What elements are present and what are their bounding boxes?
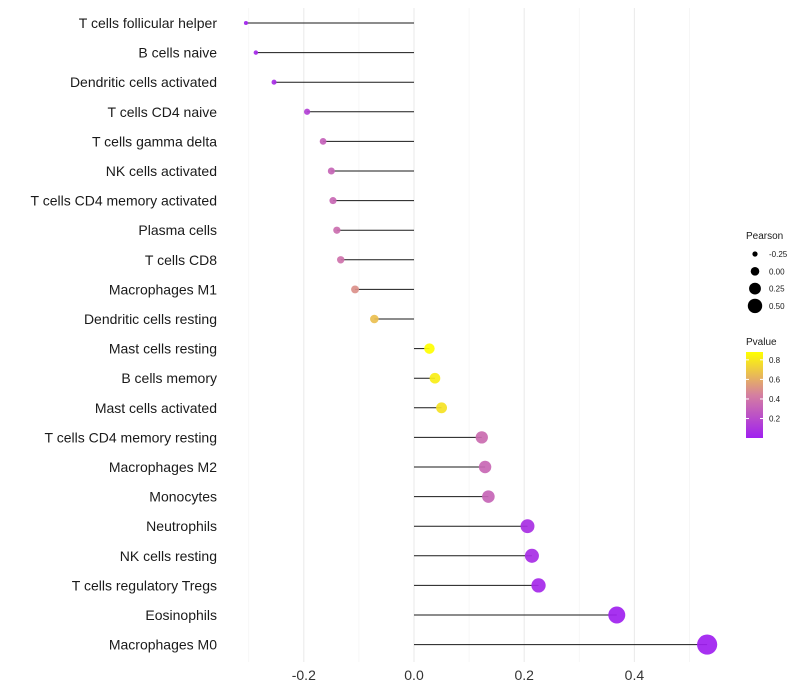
lollipop-point [524, 548, 539, 563]
size-legend-label: 0.50 [769, 302, 785, 311]
category-label: Eosinophils [145, 607, 217, 623]
category-label: Dendritic cells activated [70, 74, 217, 90]
x-tick-label: 0.2 [514, 667, 534, 683]
stem-layer [245, 22, 708, 646]
category-label: NK cells activated [106, 163, 217, 179]
lollipop-point [370, 314, 379, 324]
lollipop-point [482, 490, 495, 503]
x-tick-label: -0.2 [292, 667, 316, 683]
lollipop-point [429, 372, 441, 384]
lollipop-point [333, 226, 341, 234]
color-legend: Pvalue 0.8 0.6 0.4 0.2 [746, 337, 781, 438]
lollipop-point [329, 197, 337, 205]
lollipop-point [303, 108, 311, 115]
lollipop-point [520, 519, 535, 534]
category-label: Neutrophils [146, 518, 217, 534]
size-legend: Pearson -0.25 0.00 0.25 0.50 [746, 231, 788, 314]
category-label: T cells gamma delta [92, 133, 217, 149]
category-label: Macrophages M2 [109, 459, 217, 475]
category-label: Dendritic cells resting [84, 311, 217, 327]
color-legend-label: 0.4 [769, 395, 781, 404]
lollipop-point [253, 50, 259, 55]
point-layer [243, 20, 718, 655]
size-legend-key [752, 251, 758, 257]
size-legend-label: -0.25 [769, 250, 788, 259]
color-legend-label: 0.8 [769, 356, 781, 365]
size-legend-key [747, 298, 763, 314]
category-label: T cells CD4 memory activated [31, 193, 217, 209]
size-legend-key [749, 282, 761, 295]
lollipop-point [478, 460, 492, 474]
category-label: T cells follicular helper [79, 15, 218, 31]
lollipop-point [351, 285, 359, 294]
lollipop-point [337, 256, 345, 264]
color-legend-label: 0.6 [769, 375, 781, 384]
lollipop-point [243, 20, 248, 26]
lollipop-point [475, 431, 488, 444]
size-legend-title: Pearson [746, 231, 783, 242]
x-tick-labels: -0.2 0.0 0.2 0.4 [292, 667, 645, 683]
category-label: Macrophages M0 [109, 637, 217, 653]
category-label: T cells regulatory Tregs [72, 577, 217, 593]
category-label: NK cells resting [120, 548, 217, 564]
size-legend-key [750, 267, 760, 276]
grid-layer [248, 8, 690, 662]
category-label: Macrophages M1 [109, 281, 217, 297]
size-legend-label: 0.00 [769, 267, 785, 276]
lollipop-point [424, 343, 435, 354]
lollipop-point [531, 578, 546, 593]
size-legend-label: 0.25 [769, 285, 785, 294]
category-label: T cells CD8 [145, 252, 217, 268]
category-label: B cells memory [121, 370, 217, 386]
color-legend-bar [746, 352, 763, 438]
color-legend-label: 0.2 [769, 415, 781, 424]
lollipop-point [697, 634, 718, 655]
category-label: Mast cells resting [109, 341, 217, 357]
x-tick-label: 0.0 [404, 667, 424, 683]
x-tick-label: 0.4 [625, 667, 645, 683]
category-label: T cells CD4 naive [108, 104, 218, 120]
category-label: T cells CD4 memory resting [45, 429, 217, 445]
category-label: B cells naive [138, 45, 217, 61]
lollipop-point [327, 167, 335, 175]
category-label: Plasma cells [138, 222, 217, 238]
category-label: Monocytes [149, 489, 217, 505]
lollipop-point [608, 606, 626, 624]
lollipop-point [271, 79, 277, 85]
lollipop-point [319, 138, 327, 145]
category-label: Mast cells activated [95, 400, 217, 416]
category-labels: T cells follicular helper B cells naive De… [31, 15, 218, 653]
lollipop-point [436, 402, 448, 414]
color-legend-title: Pvalue [746, 337, 777, 348]
